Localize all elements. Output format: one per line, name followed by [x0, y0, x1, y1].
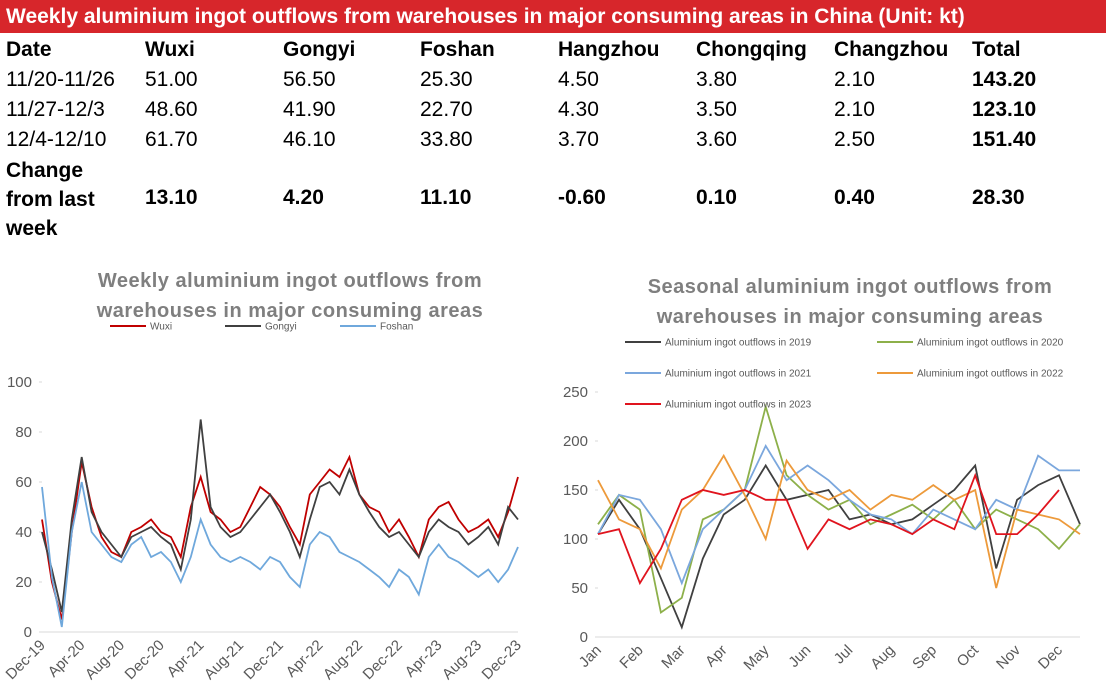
x-tick-label: Aug-21 — [201, 637, 247, 683]
table-cell: Changzhou — [834, 38, 949, 61]
table-cell: 28.30 — [972, 186, 1025, 209]
x-tick-label: Jul — [831, 642, 857, 668]
header-title: Weekly aluminium ingot outflows from war… — [0, 0, 1106, 33]
x-tick-label: Dec-21 — [241, 637, 287, 683]
table-cell: 151.40 — [972, 128, 1037, 151]
series-line — [597, 453, 1081, 589]
table-cell: 4.30 — [558, 98, 599, 121]
table-cell: 48.60 — [145, 98, 198, 121]
x-tick-label: Apr-20 — [45, 637, 89, 681]
table-cell: 3.70 — [558, 128, 599, 151]
x-tick-label: Dec-19 — [3, 637, 49, 683]
table-cell: 3.60 — [696, 128, 737, 151]
table-cell: Date — [6, 38, 52, 61]
y-tick-label: 250 — [563, 384, 588, 401]
legend-label: Wuxi — [150, 322, 172, 333]
table-cell: 61.70 — [145, 128, 198, 151]
x-tick-label: Aug-22 — [320, 637, 366, 683]
series-line — [597, 472, 1060, 586]
x-tick-label: Feb — [616, 642, 646, 672]
legend-label: Aluminium ingot outflows in 2022 — [917, 369, 1064, 380]
table-cell: 3.50 — [696, 98, 737, 121]
x-tick-label: Oct — [954, 641, 983, 670]
y-tick-label: 20 — [15, 574, 32, 591]
x-tick-label: Jan — [576, 642, 605, 671]
legend-label: Aluminium ingot outflows in 2023 — [665, 400, 812, 411]
series-line — [597, 444, 1080, 586]
x-tick-label: Aug — [867, 642, 898, 673]
table-cell: 4.50 — [558, 68, 599, 91]
table-cell: 11/27-12/3 — [6, 98, 105, 121]
legend-label: Gongyi — [265, 322, 297, 333]
x-tick-label: Aug-23 — [439, 637, 485, 683]
y-tick-label: 0 — [580, 629, 588, 646]
x-tick-label: Mar — [658, 642, 688, 672]
series-line — [41, 481, 519, 628]
chart-title: Weekly aluminium ingot outflows from war… — [96, 270, 484, 322]
table-cell: Gongyi — [283, 38, 356, 61]
x-tick-label: Dec-23 — [479, 637, 525, 683]
y-tick-label: 200 — [563, 433, 588, 450]
table-cell: 2.50 — [834, 128, 875, 151]
table-cell: 46.10 — [283, 128, 336, 151]
series-line — [41, 419, 519, 613]
table-cell: 25.30 — [420, 68, 473, 91]
table-cell: 0.10 — [696, 186, 737, 209]
y-tick-label: 50 — [571, 580, 588, 597]
y-tick-label: 0 — [24, 624, 32, 641]
x-tick-label: Aug-20 — [82, 637, 128, 683]
table-cell: 0.40 — [834, 186, 875, 209]
table-cell: 51.00 — [145, 68, 198, 91]
x-tick-label: Apr-22 — [283, 637, 327, 681]
table-cell: Chongqing — [696, 38, 807, 61]
x-tick-label: Dec — [1035, 641, 1066, 672]
chart-title: Seasonal aluminium ingot outflows from w… — [647, 276, 1053, 328]
table-cell: 11/20-11/26 — [6, 68, 115, 91]
table-cell: 56.50 — [283, 68, 336, 91]
table-cell: 13.10 — [145, 186, 198, 209]
y-tick-label: 100 — [7, 374, 32, 391]
table-cell: Total — [972, 38, 1021, 61]
table-cell: 4.20 — [283, 186, 324, 209]
legend-label: Aluminium ingot outflows in 2019 — [665, 338, 812, 349]
y-tick-label: 40 — [15, 524, 32, 541]
table-cell: Change from last week — [6, 159, 95, 240]
x-tick-label: Nov — [993, 641, 1024, 672]
x-tick-label: Apr-21 — [164, 637, 208, 681]
table-cell: 123.10 — [972, 98, 1037, 121]
legend-label: Aluminium ingot outflows in 2021 — [665, 369, 812, 380]
legend-label: Foshan — [380, 322, 413, 333]
table-cell: 12/4-12/10 — [6, 128, 107, 151]
legend-label: Aluminium ingot outflows in 2020 — [917, 338, 1064, 349]
table-cell: 2.10 — [834, 98, 875, 121]
x-tick-label: Apr-23 — [402, 637, 446, 681]
table-cell: 3.80 — [696, 68, 737, 91]
table-cell: 33.80 — [420, 128, 473, 151]
table-cell: 143.20 — [972, 68, 1037, 91]
y-tick-label: 100 — [563, 531, 588, 548]
y-tick-label: 80 — [15, 424, 32, 441]
series-line — [597, 403, 1081, 615]
table-cell: Foshan — [420, 38, 495, 61]
y-tick-label: 60 — [15, 474, 32, 491]
y-tick-label: 150 — [563, 482, 588, 499]
table-cell: Wuxi — [145, 38, 195, 61]
x-tick-label: Dec-22 — [360, 637, 406, 683]
table-cell: 11.10 — [420, 186, 472, 209]
table-cell: 22.70 — [420, 98, 473, 121]
x-tick-label: Apr — [702, 642, 731, 671]
x-tick-label: Dec-20 — [122, 637, 168, 683]
x-tick-label: Jun — [785, 642, 814, 671]
table-cell: 41.90 — [283, 98, 336, 121]
table-cell: Hangzhou — [558, 38, 660, 61]
x-tick-label: Sep — [909, 642, 940, 673]
series-line — [41, 454, 519, 620]
table-cell: -0.60 — [558, 186, 606, 209]
x-tick-label: May — [740, 641, 772, 673]
table-cell: 2.10 — [834, 68, 875, 91]
